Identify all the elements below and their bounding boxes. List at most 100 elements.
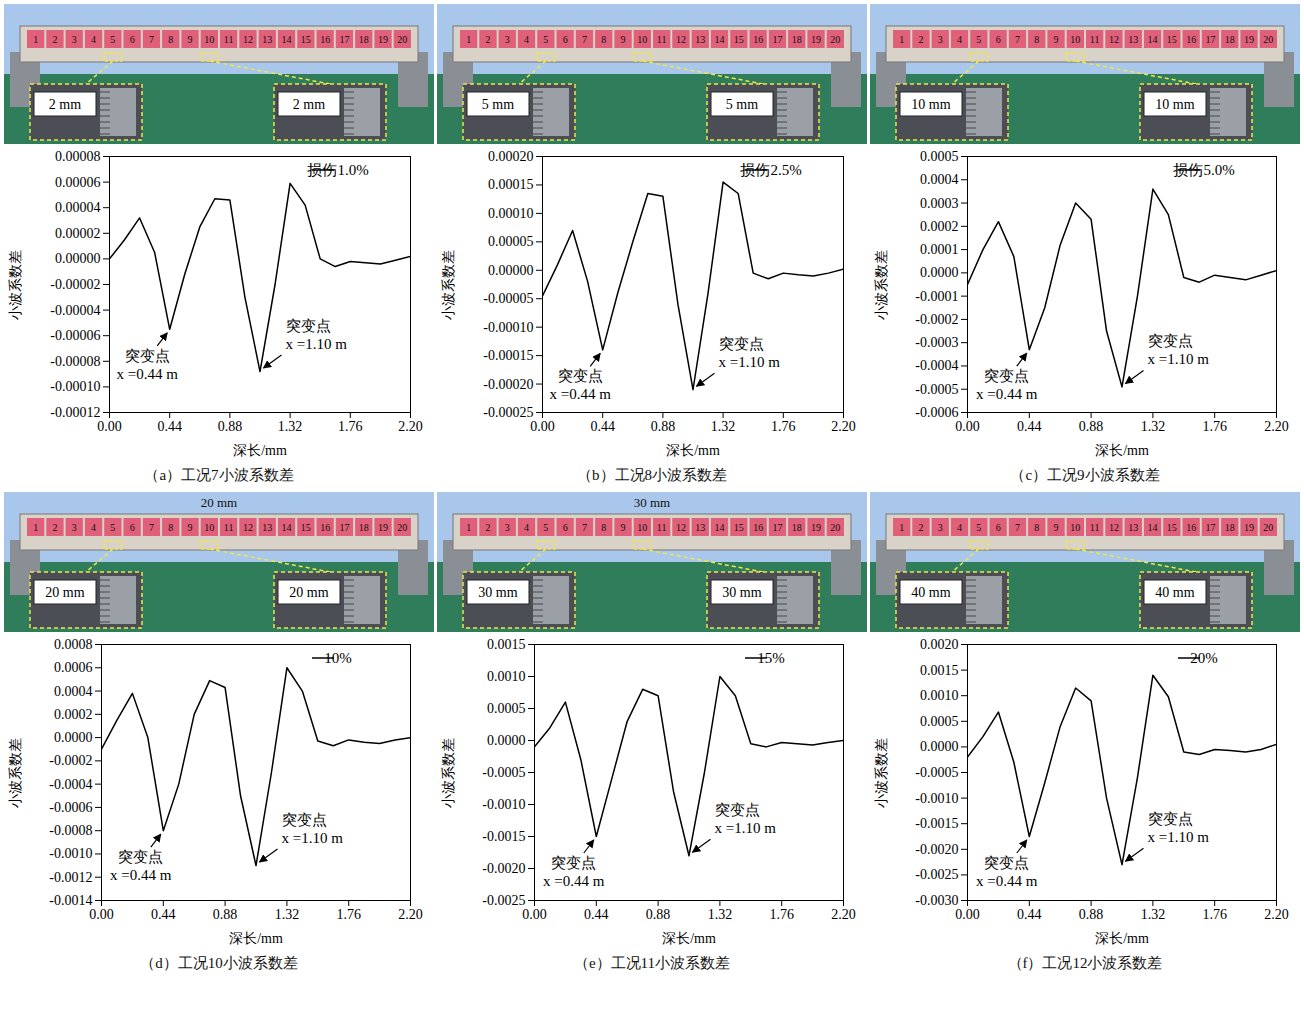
svg-text:10: 10 [204, 522, 214, 533]
svg-text:13: 13 [262, 522, 272, 533]
svg-text:0.0020: 0.0020 [920, 637, 959, 652]
svg-text:0.0001: 0.0001 [920, 242, 959, 257]
svg-text:-0.0025: -0.0025 [482, 893, 525, 908]
svg-text:7: 7 [149, 34, 154, 45]
svg-text:0.0000: 0.0000 [920, 739, 959, 754]
svg-text:0.00: 0.00 [89, 907, 114, 922]
svg-text:x =0.44 m: x =0.44 m [543, 873, 605, 889]
svg-text:-0.00010: -0.00010 [50, 379, 100, 394]
svg-text:-0.00025: -0.00025 [483, 405, 533, 420]
svg-text:2 mm: 2 mm [293, 97, 325, 112]
svg-text:-0.0025: -0.0025 [915, 867, 958, 882]
svg-text:0.0015: 0.0015 [487, 637, 526, 652]
svg-text:15: 15 [734, 34, 744, 45]
svg-text:0.44: 0.44 [157, 419, 182, 434]
svg-text:30 mm: 30 mm [634, 495, 670, 510]
svg-text:7: 7 [582, 522, 587, 533]
svg-text:2.20: 2.20 [831, 419, 856, 434]
svg-text:9: 9 [621, 522, 626, 533]
svg-text:16: 16 [1186, 34, 1196, 45]
svg-text:突变点: 突变点 [984, 368, 1029, 384]
svg-text:10: 10 [637, 522, 647, 533]
svg-text:19: 19 [1244, 34, 1254, 45]
svg-text:1.32: 1.32 [711, 419, 736, 434]
svg-text:7: 7 [1015, 34, 1020, 45]
svg-text:x =0.44 m: x =0.44 m [117, 366, 179, 382]
svg-text:20: 20 [397, 34, 407, 45]
svg-text:x =1.10 m: x =1.10 m [719, 354, 781, 370]
svg-text:17: 17 [339, 522, 349, 533]
svg-text:x =1.10 m: x =1.10 m [1148, 829, 1210, 845]
svg-text:12: 12 [243, 522, 253, 533]
svg-text:12: 12 [243, 34, 253, 45]
svg-text:6: 6 [130, 34, 135, 45]
svg-text:14: 14 [1148, 34, 1158, 45]
svg-text:15: 15 [734, 522, 744, 533]
svg-text:-0.0008: -0.0008 [49, 823, 92, 838]
svg-text:0.00004: 0.00004 [55, 200, 101, 215]
svg-text:-0.0020: -0.0020 [482, 861, 525, 876]
svg-text:突变点: 突变点 [125, 348, 170, 364]
svg-text:小波系数差: 小波系数差 [874, 250, 889, 320]
svg-text:-0.0015: -0.0015 [915, 816, 958, 831]
svg-text:30 mm: 30 mm [722, 585, 761, 600]
svg-text:8: 8 [168, 522, 173, 533]
svg-text:2.20: 2.20 [1264, 907, 1289, 922]
svg-text:突变点: 突变点 [551, 855, 596, 871]
svg-text:10: 10 [1070, 522, 1080, 533]
svg-text:0.0005: 0.0005 [920, 714, 959, 729]
svg-text:0.00010: 0.00010 [488, 206, 534, 221]
svg-text:深长/mm: 深长/mm [666, 443, 720, 458]
svg-text:14: 14 [715, 522, 725, 533]
svg-text:-0.0003: -0.0003 [915, 335, 958, 350]
svg-text:10: 10 [204, 34, 214, 45]
svg-text:1.76: 1.76 [769, 907, 794, 922]
svg-text:0.0003: 0.0003 [920, 196, 959, 211]
svg-text:-0.00020: -0.00020 [483, 377, 533, 392]
svg-text:x =1.10 m: x =1.10 m [286, 336, 348, 352]
svg-text:0.00000: 0.00000 [488, 263, 534, 278]
svg-text:8: 8 [168, 34, 173, 45]
svg-text:-0.0006: -0.0006 [49, 800, 92, 815]
svg-text:20 mm: 20 mm [289, 585, 328, 600]
svg-text:1.32: 1.32 [275, 907, 300, 922]
svg-text:17: 17 [1205, 34, 1215, 45]
svg-text:-0.00015: -0.00015 [483, 348, 533, 363]
svg-text:2.20: 2.20 [398, 907, 423, 922]
svg-text:1.32: 1.32 [1141, 419, 1166, 434]
svg-text:损伤1.0%: 损伤1.0% [307, 162, 368, 178]
svg-text:9: 9 [1054, 34, 1059, 45]
svg-text:3: 3 [505, 34, 510, 45]
svg-text:9: 9 [1054, 522, 1059, 533]
svg-text:0.0010: 0.0010 [487, 669, 526, 684]
svg-text:10: 10 [637, 34, 647, 45]
svg-text:0.00: 0.00 [530, 419, 555, 434]
svg-text:0.00002: 0.00002 [55, 226, 101, 241]
svg-text:11: 11 [1090, 522, 1100, 533]
svg-text:-0.0006: -0.0006 [915, 405, 958, 420]
svg-text:18: 18 [359, 522, 369, 533]
svg-text:0.00006: 0.00006 [55, 175, 101, 190]
svg-text:0.88: 0.88 [651, 419, 676, 434]
svg-text:12: 12 [676, 34, 686, 45]
svg-text:深长/mm: 深长/mm [1095, 443, 1149, 458]
svg-text:16: 16 [1186, 522, 1196, 533]
svg-text:深长/mm: 深长/mm [662, 931, 716, 946]
svg-text:x =1.10 m: x =1.10 m [282, 830, 344, 846]
svg-text:-0.0010: -0.0010 [482, 797, 525, 812]
svg-text:19: 19 [811, 34, 821, 45]
svg-text:13: 13 [262, 34, 272, 45]
svg-text:8: 8 [1034, 34, 1039, 45]
svg-text:20: 20 [830, 34, 840, 45]
svg-text:x =0.44 m: x =0.44 m [110, 867, 172, 883]
svg-text:17: 17 [772, 522, 782, 533]
svg-text:0.0000: 0.0000 [920, 265, 959, 280]
svg-text:10 mm: 10 mm [1155, 97, 1194, 112]
svg-text:-0.0004: -0.0004 [915, 358, 958, 373]
svg-text:20 mm: 20 mm [45, 585, 84, 600]
svg-text:突变点: 突变点 [719, 336, 764, 352]
svg-text:5: 5 [543, 522, 548, 533]
svg-text:0.88: 0.88 [646, 907, 671, 922]
svg-text:6: 6 [996, 522, 1001, 533]
svg-text:9: 9 [188, 522, 193, 533]
